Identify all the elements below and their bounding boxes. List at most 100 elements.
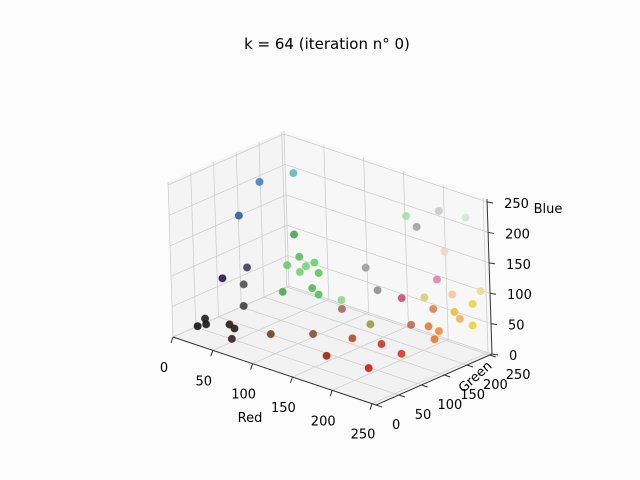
data-point-19 xyxy=(314,268,323,278)
x-tick-label-5: 250 xyxy=(351,428,376,443)
data-point-53 xyxy=(461,213,470,222)
y-tick-label-3: 150 xyxy=(460,388,485,403)
x-tick-label-1: 50 xyxy=(196,374,213,389)
data-point-14 xyxy=(295,252,304,261)
grid-line-blue-side-0 xyxy=(172,285,290,338)
z-tick-label-2: 100 xyxy=(507,288,532,303)
z-axis-line xyxy=(486,198,493,355)
grid-line-blue-back-0 xyxy=(288,285,493,355)
x-tick-mark-4 xyxy=(329,390,333,397)
grid-line-blue-side-5 xyxy=(167,133,285,186)
grid-line-green-floor-2 xyxy=(218,316,422,386)
data-point-20 xyxy=(308,284,317,293)
grid-line-blue-back-5 xyxy=(283,133,488,203)
data-points xyxy=(193,169,485,373)
grid-line-red-floor-3 xyxy=(292,325,409,378)
data-point-45 xyxy=(448,290,457,299)
data-point-29 xyxy=(366,320,375,329)
grid-line-red-floor-4 xyxy=(332,338,449,391)
grid-line-red-back-4 xyxy=(442,184,449,340)
grid-line-green-side-4 xyxy=(258,141,265,298)
data-point-49 xyxy=(440,247,449,256)
data-point-47 xyxy=(420,293,429,302)
data-point-16 xyxy=(301,262,311,271)
data-point-40 xyxy=(434,327,443,336)
tick-labels: 0501001502002500501001502002500501001502… xyxy=(160,197,532,443)
y-tick-mark-0 xyxy=(375,404,383,408)
data-point-28 xyxy=(373,286,382,295)
data-point-37 xyxy=(424,322,433,331)
grid-line-blue-side-3 xyxy=(169,194,287,247)
x-tick-label-4: 200 xyxy=(311,414,336,429)
grid-line-green-side-1 xyxy=(190,171,197,328)
y-tick-mark-5 xyxy=(489,354,496,358)
z-tick-mark-4 xyxy=(487,231,495,234)
z-tick-label-4: 200 xyxy=(505,227,530,242)
data-point-51 xyxy=(434,206,443,216)
y-tick-mark-2 xyxy=(421,384,428,388)
data-point-10 xyxy=(234,211,243,220)
z-tick-mark-2 xyxy=(489,292,497,295)
data-point-13 xyxy=(289,230,299,239)
grid-line-green-side-3 xyxy=(235,151,242,308)
grid-line-blue-back-2 xyxy=(286,224,491,294)
data-point-44 xyxy=(468,299,477,309)
back-pane xyxy=(284,131,492,354)
data-point-25 xyxy=(309,329,318,339)
y-tick-mark-1 xyxy=(398,394,405,398)
grid-line-green-side-2 xyxy=(213,161,219,318)
data-point-9 xyxy=(242,263,252,272)
z-tick-label-1: 50 xyxy=(508,319,525,334)
data-point-39 xyxy=(430,335,439,344)
grid-line-red-back-2 xyxy=(363,157,370,313)
x-tick-label-3: 150 xyxy=(271,401,296,416)
chart-title: k = 64 (iteration n° 0) xyxy=(244,35,410,53)
data-point-24 xyxy=(266,329,275,339)
data-point-22 xyxy=(278,287,287,296)
data-point-0 xyxy=(193,322,202,331)
grid-line-red-back-0 xyxy=(283,130,290,287)
data-point-17 xyxy=(310,258,319,267)
data-point-23 xyxy=(337,295,346,305)
data-point-12 xyxy=(289,169,298,178)
data-point-7 xyxy=(239,280,248,289)
y-tick-label-5: 250 xyxy=(506,368,531,383)
grid-line-green-side-5 xyxy=(281,131,288,288)
data-point-42 xyxy=(450,307,459,317)
data-point-18 xyxy=(295,267,304,277)
y-tick-label-0: 0 xyxy=(392,418,400,433)
data-point-48 xyxy=(432,275,442,284)
data-point-33 xyxy=(377,339,386,349)
grid-line-blue-side-1 xyxy=(171,255,289,307)
data-point-1 xyxy=(202,320,211,329)
grid-line-green-floor-3 xyxy=(241,306,445,376)
grid-line-green-floor-5 xyxy=(286,286,490,356)
z-tick-label-5: 250 xyxy=(504,197,529,212)
data-point-34 xyxy=(397,349,406,358)
x-axis-label: Red xyxy=(238,411,263,426)
x-tick-mark-1 xyxy=(210,350,214,357)
x-tick-mark-0 xyxy=(170,336,174,344)
grid-line-blue-back-3 xyxy=(285,194,490,264)
data-point-4 xyxy=(230,324,239,333)
z-axis-label: Blue xyxy=(534,202,563,217)
z-tick-mark-1 xyxy=(490,323,498,326)
y-tick-label-2: 100 xyxy=(437,398,462,413)
data-point-30 xyxy=(322,351,331,360)
data-point-43 xyxy=(468,321,477,330)
axis-panes xyxy=(168,131,492,405)
data-point-46 xyxy=(476,287,485,296)
x-tick-mark-3 xyxy=(289,376,293,384)
grid-line-red-floor-5 xyxy=(371,352,489,405)
y-tick-label-4: 200 xyxy=(483,378,508,393)
data-point-36 xyxy=(397,294,406,303)
y-tick-label-1: 50 xyxy=(415,408,432,423)
x-tick-label-2: 100 xyxy=(231,388,256,403)
data-point-15 xyxy=(283,261,292,270)
data-point-38 xyxy=(429,304,438,314)
data-point-50 xyxy=(412,222,421,231)
data-point-35 xyxy=(407,320,416,329)
z-tick-label-3: 150 xyxy=(506,258,531,273)
data-point-26 xyxy=(337,304,347,314)
